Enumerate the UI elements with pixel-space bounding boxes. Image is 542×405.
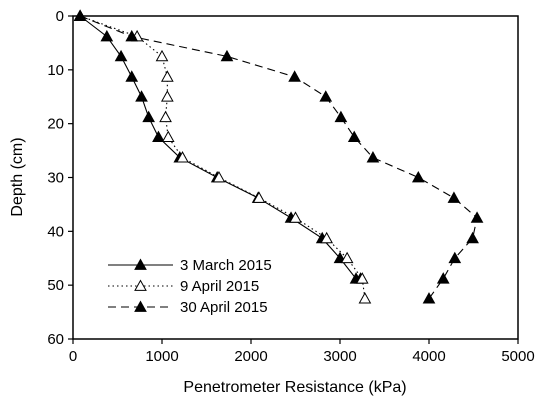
data-point bbox=[161, 130, 175, 143]
data-point bbox=[160, 70, 174, 82]
data-point bbox=[159, 110, 172, 123]
data-point bbox=[334, 110, 348, 123]
data-point bbox=[447, 191, 461, 203]
data-point bbox=[289, 211, 302, 223]
data-point bbox=[212, 170, 226, 183]
legend-label: 30 April 2015 bbox=[180, 299, 268, 316]
data-point bbox=[358, 292, 372, 304]
legend-marker bbox=[134, 258, 147, 270]
y-tick-label: 50 bbox=[47, 277, 64, 294]
x-tick-label: 0 bbox=[69, 348, 77, 365]
series-line bbox=[79, 15, 478, 299]
data-point bbox=[422, 292, 436, 304]
data-point bbox=[347, 130, 361, 143]
legend-marker bbox=[134, 279, 147, 291]
data-point bbox=[152, 130, 165, 143]
legend-entry: 3 March 2015 bbox=[108, 257, 272, 274]
legend-entry: 30 April 2015 bbox=[108, 299, 268, 316]
series-2 bbox=[73, 9, 372, 304]
x-axis-title: Penetrometer Resistance (kPa) bbox=[183, 379, 406, 396]
data-point bbox=[220, 49, 234, 62]
data-point bbox=[366, 151, 380, 163]
y-tick-label: 10 bbox=[47, 62, 64, 79]
data-point bbox=[125, 29, 139, 42]
data-point bbox=[448, 251, 462, 264]
y-tick-label: 60 bbox=[47, 331, 64, 348]
legend-label: 3 March 2015 bbox=[180, 257, 272, 274]
series-layer bbox=[73, 9, 484, 304]
x-tick-label: 5000 bbox=[501, 348, 534, 365]
legend-entry: 9 April 2015 bbox=[108, 278, 259, 295]
legend: 3 March 2015 9 April 2015 30 April 2015 bbox=[108, 257, 272, 316]
data-point bbox=[160, 90, 174, 102]
y-tick-label: 0 bbox=[56, 8, 64, 25]
x-tick-label: 3000 bbox=[323, 348, 356, 365]
data-point bbox=[252, 191, 266, 203]
y-tick-label: 30 bbox=[47, 170, 64, 187]
data-point bbox=[155, 49, 169, 62]
data-point bbox=[466, 231, 479, 244]
data-point bbox=[340, 251, 354, 264]
x-tick-label: 4000 bbox=[412, 348, 445, 365]
data-point bbox=[114, 49, 128, 62]
data-point bbox=[176, 151, 189, 163]
data-point bbox=[142, 110, 155, 123]
data-point bbox=[436, 272, 450, 284]
legend-marker bbox=[134, 300, 147, 312]
data-point bbox=[125, 70, 139, 82]
data-point bbox=[100, 29, 114, 42]
data-point bbox=[320, 231, 333, 244]
data-point bbox=[319, 90, 333, 102]
series-3 bbox=[73, 9, 484, 304]
legend-label: 9 April 2015 bbox=[180, 278, 259, 295]
x-tick-label: 2000 bbox=[234, 348, 267, 365]
data-point bbox=[135, 90, 148, 102]
y-axis-title: Depth (cm) bbox=[9, 137, 26, 216]
data-point bbox=[355, 272, 369, 284]
axis-ticks: 0 1000 2000 3000 4000 5000 0 10 20 30 40 50 60 bbox=[47, 8, 534, 365]
data-point bbox=[470, 211, 484, 223]
y-tick-label: 40 bbox=[47, 223, 64, 240]
data-point bbox=[288, 70, 301, 82]
y-tick-label: 20 bbox=[47, 116, 64, 133]
data-point bbox=[411, 170, 425, 183]
x-tick-label: 1000 bbox=[145, 348, 178, 365]
